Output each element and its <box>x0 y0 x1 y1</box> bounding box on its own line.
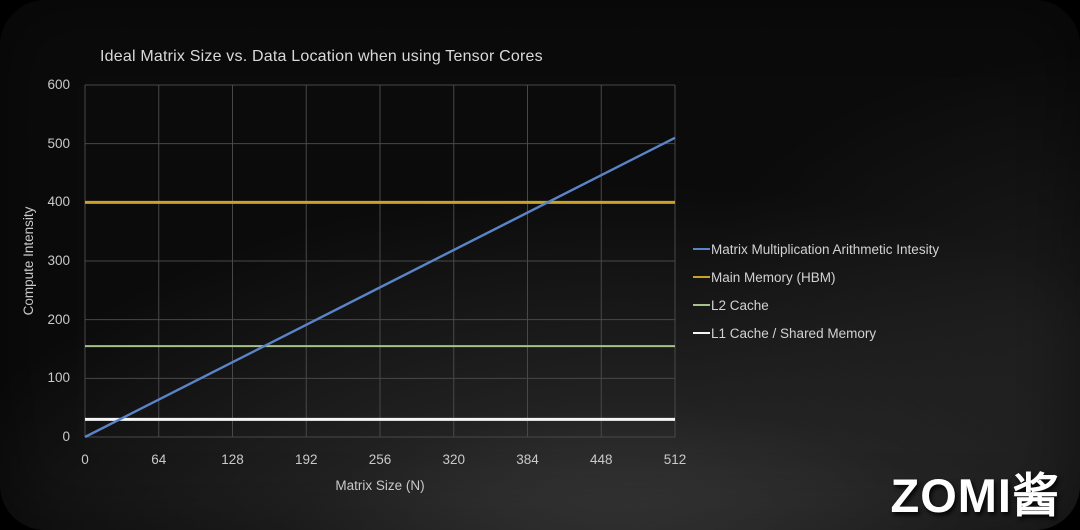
x-tick-label: 0 <box>81 452 89 467</box>
legend-label: L1 Cache / Shared Memory <box>711 325 877 341</box>
x-tick-label: 384 <box>516 452 539 467</box>
series-line-0 <box>84 136 676 439</box>
watermark: ZOMI酱 <box>890 469 1060 522</box>
y-tick-label: 500 <box>47 135 70 151</box>
x-tick-label: 128 <box>221 452 244 467</box>
legend-dash-icon <box>693 276 710 278</box>
y-tick-label: 200 <box>47 311 70 327</box>
legend-item-matmul-intensity: Matrix Multiplication Arithmetic Intesit… <box>693 240 939 258</box>
y-tick-label: 100 <box>47 370 70 386</box>
legend-label: Main Memory (HBM) <box>711 269 836 285</box>
x-tick-label: 64 <box>151 452 167 467</box>
x-tick-label: 320 <box>442 452 466 467</box>
x-tick-label: 192 <box>294 452 318 467</box>
y-tick-label: 0 <box>62 429 70 444</box>
x-tick-label: 256 <box>368 452 392 467</box>
legend-dash-icon <box>693 304 710 306</box>
y-tick-label: 400 <box>47 194 70 210</box>
legend: Matrix Multiplication Arithmetic Intesit… <box>693 240 939 342</box>
legend-item-main-memory: Main Memory (HBM) <box>693 268 939 286</box>
chart-title: Ideal Matrix Size vs. Data Location when… <box>100 48 543 65</box>
y-tick-label: 600 <box>47 77 70 92</box>
legend-item-l1-cache: L1 Cache / Shared Memory <box>693 324 939 342</box>
legend-label: Matrix Multiplication Arithmetic Intesit… <box>711 241 940 257</box>
legend-label: L2 Cache <box>711 297 769 313</box>
legend-dash-icon <box>693 248 710 250</box>
x-axis-title: Matrix Size (N) <box>335 478 425 493</box>
legend-dash-icon <box>693 332 710 334</box>
x-tick-label: 448 <box>589 452 613 467</box>
x-tick-label: 512 <box>663 452 687 467</box>
y-tick-label: 300 <box>47 253 70 268</box>
legend-item-l2-cache: L2 Cache <box>693 296 939 314</box>
